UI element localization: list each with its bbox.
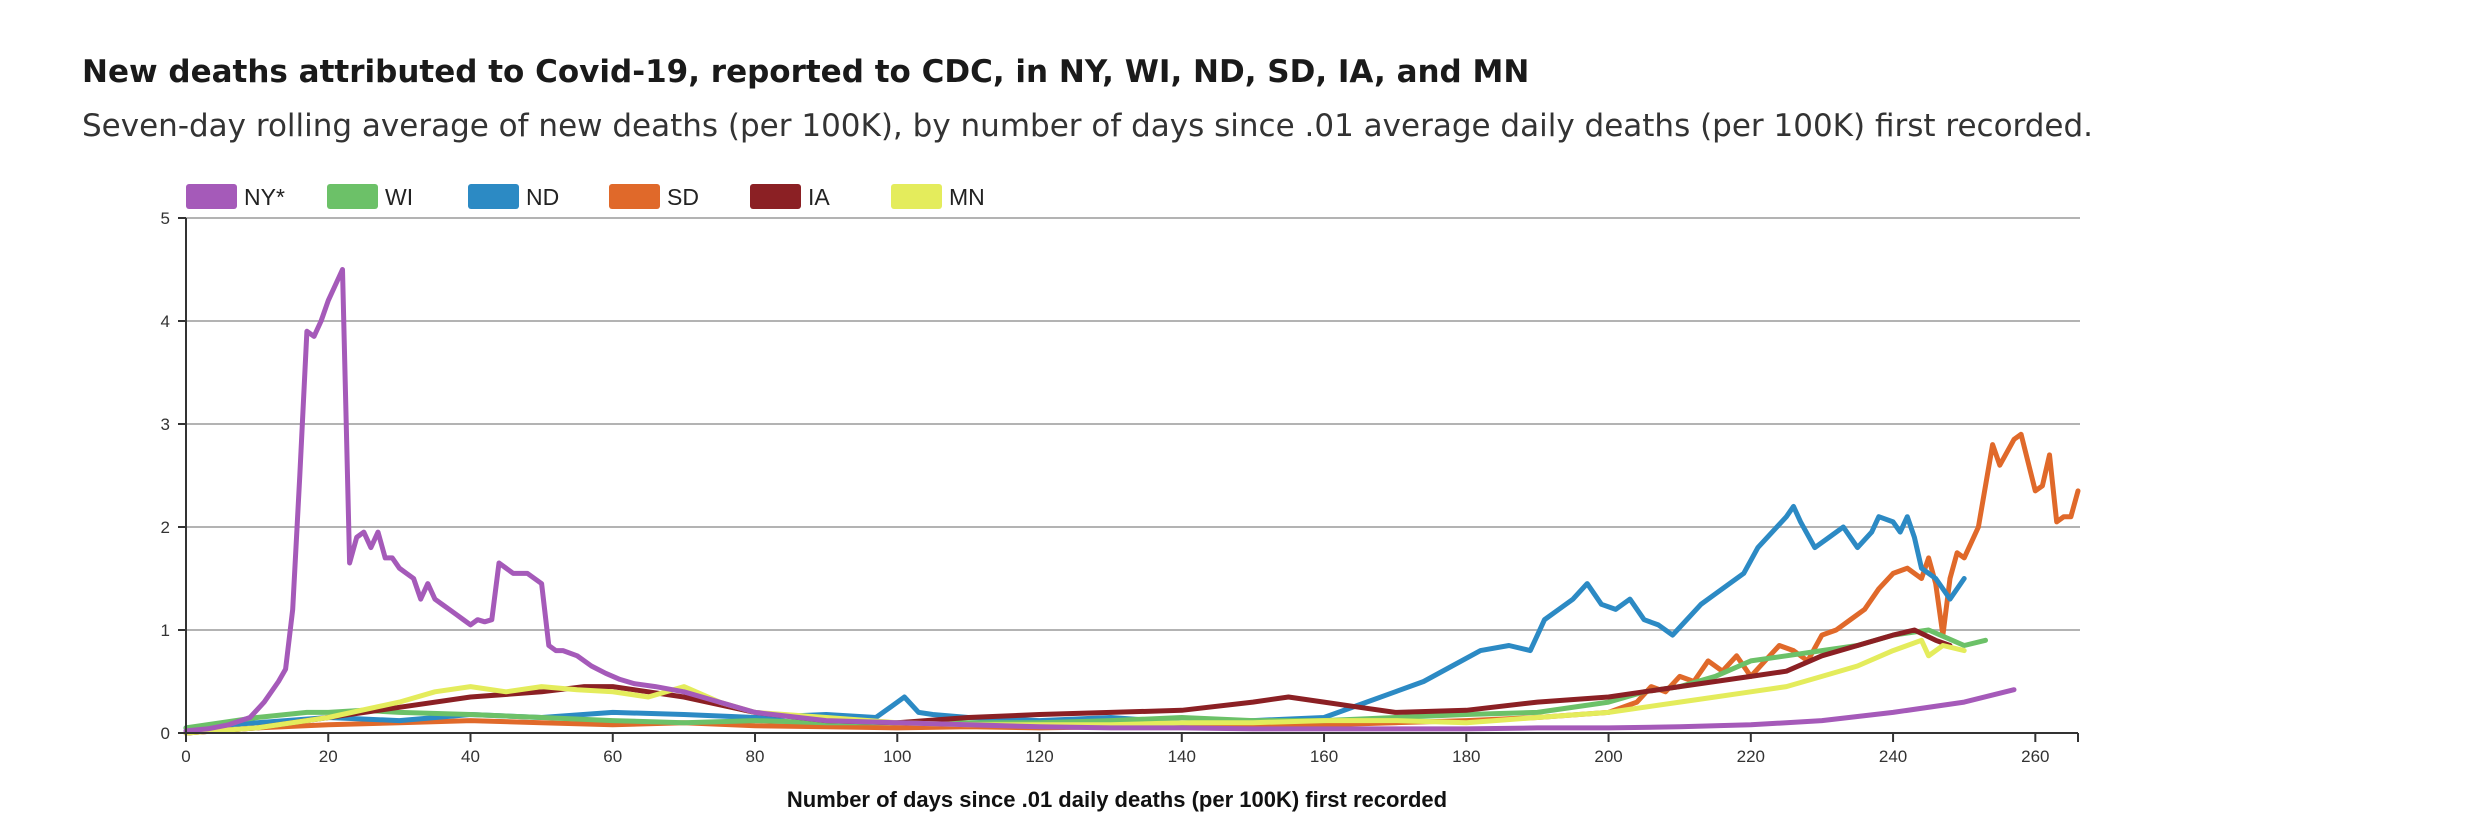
x-tick-label: 20 — [319, 747, 338, 766]
legend-item-wi: WI — [327, 184, 413, 210]
series-line-nd — [183, 503, 1967, 731]
legend-item-mn: MN — [891, 184, 985, 210]
x-tick-label: 100 — [883, 747, 911, 766]
legend-label-sd: SD — [667, 184, 699, 210]
x-tick-label: 200 — [1594, 747, 1622, 766]
series-line-ny — [183, 267, 2017, 734]
legend-swatch-ia — [750, 184, 801, 209]
chart-title: New deaths attributed to Covid-19, repor… — [82, 54, 1530, 90]
legend: NY* WI ND SD IA MN — [186, 184, 985, 210]
x-tick-label: 180 — [1452, 747, 1480, 766]
axes: 0 1 2 3 4 5 0 20 40 60 80 100 120 140 160 180 200 220 240 2… — [161, 209, 2079, 766]
legend-item-ny: NY* — [186, 184, 285, 210]
series-lines — [183, 267, 2081, 736]
x-tick-label: 120 — [1025, 747, 1053, 766]
y-tick-label: 3 — [161, 415, 170, 434]
legend-item-nd: ND — [468, 184, 559, 210]
x-tick-label: 140 — [1168, 747, 1196, 766]
x-tick-label: 260 — [2021, 747, 2049, 766]
series-line-sd — [183, 431, 2081, 736]
legend-item-sd: SD — [609, 184, 699, 210]
legend-label-wi: WI — [385, 184, 413, 210]
legend-swatch-wi — [327, 184, 378, 209]
x-tick-label: 80 — [746, 747, 765, 766]
x-tick-label: 240 — [1879, 747, 1907, 766]
y-tick-label: 5 — [161, 209, 170, 228]
y-tick-label: 0 — [161, 724, 170, 743]
y-tick-label: 4 — [161, 312, 170, 331]
x-tick-label: 0 — [181, 747, 190, 766]
x-axis-title: Number of days since .01 daily deaths (p… — [787, 787, 1447, 812]
legend-swatch-nd — [468, 184, 519, 209]
x-tick-label: 40 — [461, 747, 480, 766]
chart-subtitle: Seven-day rolling average of new deaths … — [82, 108, 2094, 144]
legend-label-ia: IA — [808, 184, 830, 210]
x-tick-label: 220 — [1737, 747, 1765, 766]
y-tick-label: 2 — [161, 518, 170, 537]
x-tick-label: 160 — [1310, 747, 1338, 766]
legend-swatch-mn — [891, 184, 942, 209]
legend-swatch-sd — [609, 184, 660, 209]
legend-item-ia: IA — [750, 184, 830, 210]
legend-swatch-ny — [186, 184, 237, 209]
legend-label-ny: NY* — [244, 184, 285, 210]
gridlines — [186, 217, 2080, 631]
series-line-mn — [183, 637, 1967, 736]
series-line-wi — [183, 627, 1988, 731]
y-tick-label: 1 — [161, 621, 170, 640]
legend-label-nd: ND — [526, 184, 559, 210]
x-tick-label: 60 — [603, 747, 622, 766]
legend-label-mn: MN — [949, 184, 985, 210]
